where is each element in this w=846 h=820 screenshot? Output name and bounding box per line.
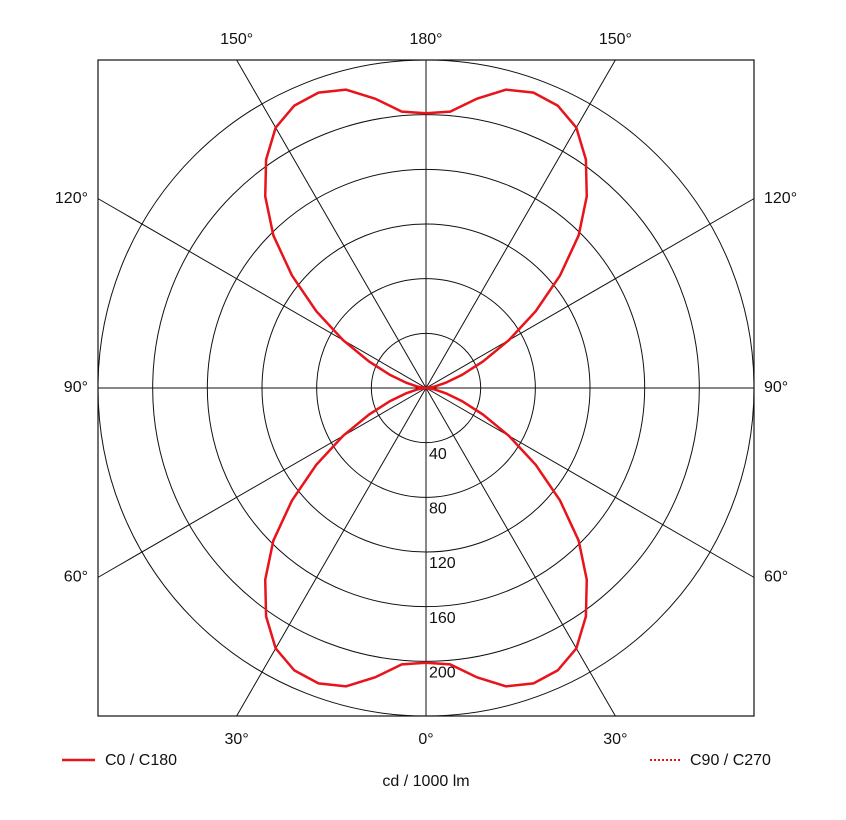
grid-spoke — [97, 387, 427, 578]
angle-label-left: 120° — [55, 190, 88, 207]
angle-label-right: 150° — [599, 31, 632, 48]
series-line — [264, 88, 588, 688]
angle-label-left: 30° — [225, 731, 249, 748]
r-tick-label: 80 — [429, 501, 447, 518]
grid-spoke — [236, 59, 427, 389]
angle-label-right: 120° — [764, 190, 797, 207]
angle-label-bottom: 0° — [418, 731, 433, 748]
grid-spoke — [97, 198, 427, 389]
r-tick-label: 160 — [429, 610, 456, 627]
angle-label-right: 60° — [764, 569, 788, 586]
r-tick-label: 120 — [429, 555, 456, 572]
axis-label: cd / 1000 lm — [382, 773, 469, 790]
angle-label-top: 180° — [409, 31, 442, 48]
angle-label-left: 90° — [64, 379, 88, 396]
angle-label-right: 90° — [764, 379, 788, 396]
angle-label-right: 30° — [603, 731, 627, 748]
r-tick-label: 200 — [429, 665, 456, 682]
angle-label-left: 150° — [220, 31, 253, 48]
legend-label: C90 / C270 — [690, 752, 771, 769]
grid-spoke — [425, 387, 616, 717]
grid-spoke — [425, 198, 755, 389]
grid-spoke — [425, 59, 616, 389]
grid-spoke — [425, 387, 755, 578]
legend-label: C0 / C180 — [105, 752, 177, 769]
r-tick-label: 40 — [429, 446, 447, 463]
angle-label-left: 60° — [64, 569, 88, 586]
grid-spoke — [236, 387, 427, 717]
